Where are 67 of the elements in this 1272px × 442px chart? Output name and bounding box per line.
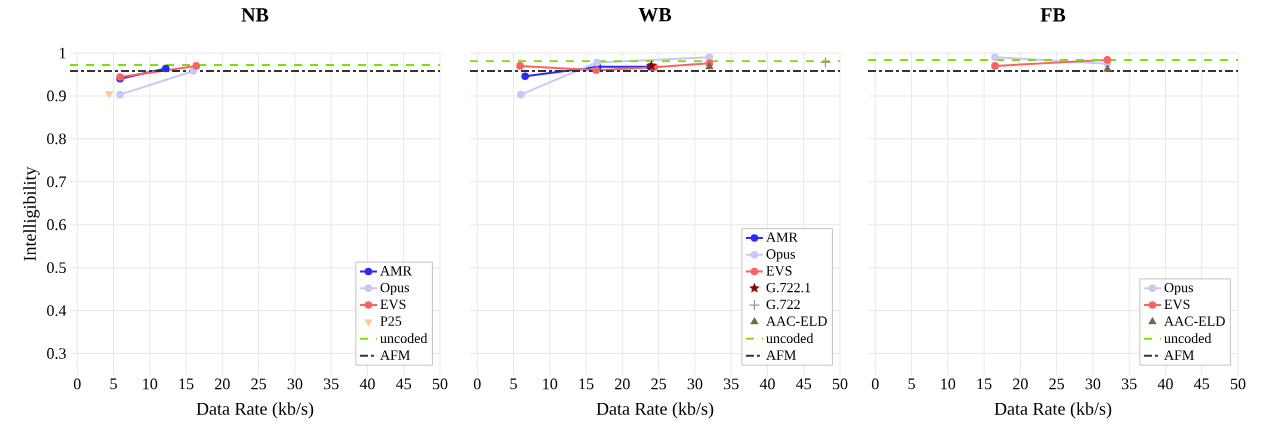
legend-label: uncoded — [1164, 333, 1212, 344]
y-tick-label: 0.6 — [47, 219, 66, 231]
x-tick-label: 35 — [1121, 378, 1137, 390]
x-tick-label: 25 — [251, 378, 266, 390]
x-tick-label: 30 — [287, 378, 303, 390]
x-tick-label: 10 — [543, 378, 558, 390]
legend-label: G.722 — [766, 299, 800, 310]
x-tick-label: 5 — [110, 378, 117, 390]
y-tick-label: 0.9 — [47, 90, 66, 102]
legend-label: Opus — [380, 282, 410, 296]
legend-label: EVS — [1164, 299, 1190, 310]
y-tick-label: 0.7 — [47, 176, 67, 188]
y-tick-label: 0.3 — [47, 348, 66, 359]
x-axis-title: Data Rate (kb/s) — [196, 402, 314, 419]
x-tick-label: 20 — [1013, 378, 1028, 390]
legend-label: AFM — [766, 350, 796, 360]
legend-label: AMR — [766, 232, 798, 242]
x-tick-label: 10 — [941, 378, 956, 390]
x-tick-label: 45 — [796, 378, 812, 390]
x-tick-label: 0 — [871, 378, 879, 390]
legend-label: AFM — [1164, 350, 1194, 360]
legend-label: G.722.1 — [766, 282, 811, 293]
x-tick-label: 0 — [473, 378, 481, 390]
legend-label: Opus — [766, 249, 796, 262]
chart-title: WB — [638, 8, 672, 22]
x-tick-label: 40 — [1157, 378, 1173, 390]
legend-label: EVS — [380, 299, 406, 310]
x-tick-label: 0 — [73, 378, 81, 390]
x-tick-label: 35 — [323, 378, 339, 390]
x-tick-label: 50 — [1230, 378, 1246, 390]
x-tick-label: 15 — [179, 378, 194, 390]
chart-title: FB — [1040, 8, 1066, 22]
y-axis-title: Intelligibility — [23, 166, 40, 261]
legend-label: P25 — [380, 316, 402, 326]
x-tick-label: 50 — [432, 378, 448, 390]
chart-title: NB — [241, 8, 269, 22]
legend-label: uncoded — [380, 333, 428, 344]
x-tick-label: 45 — [396, 378, 412, 390]
x-tick-label: 30 — [687, 378, 703, 390]
y-tick-label: 0.8 — [47, 133, 66, 145]
x-tick-label: 50 — [832, 378, 848, 390]
legend-label: EVS — [766, 266, 792, 276]
legend-label: AMR — [380, 266, 412, 276]
x-axis-title: Data Rate (kb/s) — [994, 402, 1112, 419]
x-tick-label: 5 — [908, 378, 915, 390]
legend-label: AFM — [380, 350, 410, 360]
x-tick-label: 35 — [723, 378, 739, 390]
x-tick-label: 15 — [977, 378, 992, 390]
legend-label: Opus — [1164, 282, 1194, 296]
x-tick-label: 15 — [579, 378, 594, 390]
x-tick-label: 10 — [143, 378, 158, 390]
x-axis-title: Data Rate (kb/s) — [596, 402, 714, 419]
x-tick-label: 25 — [651, 378, 666, 390]
legend-label: uncoded — [766, 333, 814, 344]
x-tick-label: 25 — [1049, 378, 1065, 390]
x-tick-label: 45 — [1194, 378, 1210, 390]
x-tick-label: 20 — [215, 378, 230, 390]
x-tick-label: 30 — [1085, 378, 1101, 390]
x-tick-label: 40 — [759, 378, 775, 390]
x-tick-label: 20 — [615, 378, 630, 390]
x-tick-label: 5 — [510, 378, 517, 390]
y-tick-label: 0.5 — [47, 262, 66, 274]
legend-label: AAC-ELD — [1164, 316, 1225, 326]
x-tick-label: 40 — [359, 378, 375, 390]
y-tick-label: 1 — [59, 47, 66, 59]
legend-label: AAC-ELD — [766, 316, 827, 326]
y-tick-label: 0.4 — [47, 305, 67, 317]
